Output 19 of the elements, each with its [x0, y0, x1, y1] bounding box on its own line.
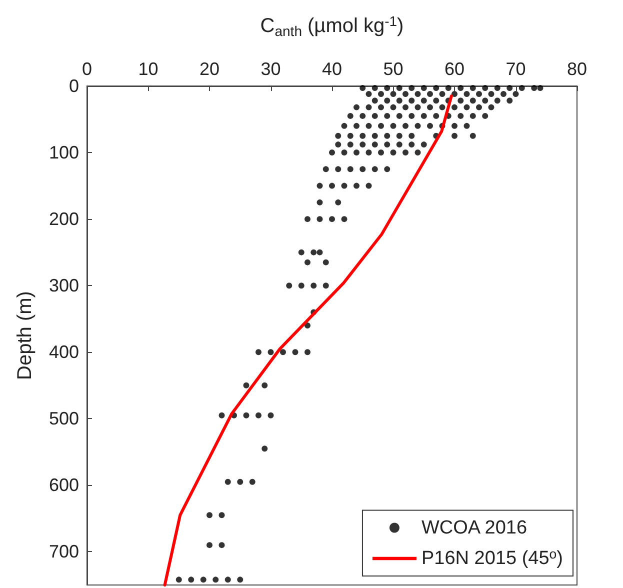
x-tick-label: 30 [260, 59, 281, 79]
x-tick-label: 20 [199, 59, 220, 79]
y-tick-label: 700 [48, 542, 79, 562]
x-tick-label: 70 [506, 59, 526, 79]
legend-label: WCOA 2016 [421, 517, 528, 538]
y-tick-label: 500 [48, 408, 79, 429]
y-tick-label: 600 [48, 475, 79, 496]
x-tick-label: 0 [82, 59, 92, 79]
y-tick-label: 0 [68, 76, 79, 96]
x-tick-label: 10 [138, 59, 158, 79]
x-tick-label: 40 [322, 59, 342, 79]
x-tick-label: 50 [383, 59, 404, 79]
x-tick-label: 80 [566, 59, 588, 79]
y-tick-label: 300 [48, 276, 79, 296]
x-tick-label: 60 [444, 59, 465, 79]
y-axis-title: Depth (m) [14, 291, 36, 380]
y-tick-label: 100 [48, 142, 79, 163]
y-tick-label: 400 [48, 342, 79, 362]
y-tick-label: 200 [48, 209, 79, 230]
